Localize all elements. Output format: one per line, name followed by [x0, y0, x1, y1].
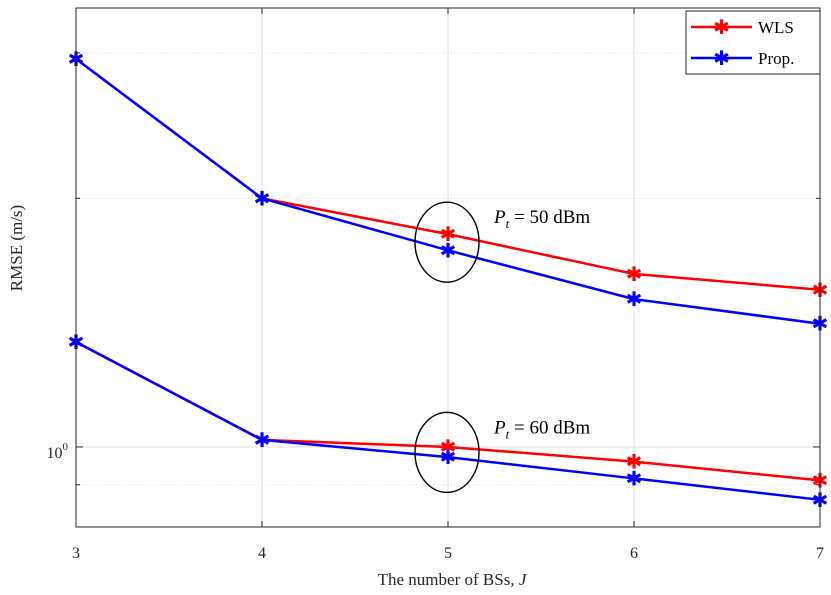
annotation-60dbm: Pt = 60 dBm	[414, 411, 590, 494]
annotation-sub: t	[506, 216, 510, 231]
y-axis-label: RMSE (m/s)	[7, 205, 26, 291]
x-tick-label: 6	[630, 545, 638, 562]
y-tick-label: 100	[47, 441, 69, 462]
data-point-prop-50: ✱	[626, 287, 643, 311]
x-tick-label: 7	[816, 545, 824, 562]
data-point-wls-60: ✱	[254, 428, 271, 452]
annotation-value: = 50 dBm	[509, 207, 590, 228]
y-tick-base: 10	[47, 445, 63, 462]
legend-marker-wls: ✱	[713, 15, 730, 39]
series-lines: ✱✱✱✱✱✱✱✱✱✱✱✱ ✱✱✱✱✱✱✱✱	[68, 47, 829, 512]
legend-box	[685, 10, 821, 75]
x-tick-labels: 3 4 5 6 7	[72, 545, 824, 562]
legend-marker-prop: ✱	[713, 46, 730, 70]
annotation-var: P	[493, 207, 506, 228]
data-point-prop-60: ✱	[254, 428, 271, 452]
x-axis-label-var: J	[519, 570, 528, 589]
legend-label-prop: Prop.	[758, 49, 794, 68]
annotation-var: P	[493, 417, 506, 438]
x-axis-label: The number of BSs, J	[378, 570, 528, 589]
data-point-prop-50: ✱	[440, 238, 457, 262]
series-line-prop-50	[75, 57, 821, 325]
annotation-50dbm: Pt = 50 dBm	[414, 201, 590, 283]
data-point-wls-50: ✱	[254, 186, 271, 210]
x-tick-label: 3	[72, 545, 80, 562]
annotation-sub: t	[506, 426, 510, 441]
data-point-wls-50: ✱	[626, 262, 643, 286]
annotation-label: Pt = 50 dBm	[493, 207, 590, 231]
data-point-prop-50: ✱	[254, 186, 271, 210]
highlight-ellipse	[414, 201, 480, 283]
data-point-wls-50: ✱	[440, 222, 457, 246]
annotation-label: Pt = 60 dBm	[493, 417, 590, 441]
data-point-prop-60: ✱	[440, 445, 457, 469]
annotation-value: = 60 dBm	[509, 417, 590, 438]
series-line-prop-60	[75, 340, 821, 502]
x-tick-label: 5	[444, 545, 452, 562]
data-point-wls-60: ✱	[440, 435, 457, 459]
legend-label-wls: WLS	[758, 18, 794, 37]
highlight-ellipse	[414, 411, 480, 494]
x-axis-label-text: The number of BSs,	[378, 570, 519, 589]
data-point-wls-60: ✱	[626, 450, 643, 474]
legend: ✱ WLS ✱ Prop.	[685, 10, 821, 75]
data-point-prop-60: ✱	[626, 466, 643, 490]
y-tick-exponent: 0	[63, 441, 69, 453]
x-tick-label: 4	[258, 545, 266, 562]
